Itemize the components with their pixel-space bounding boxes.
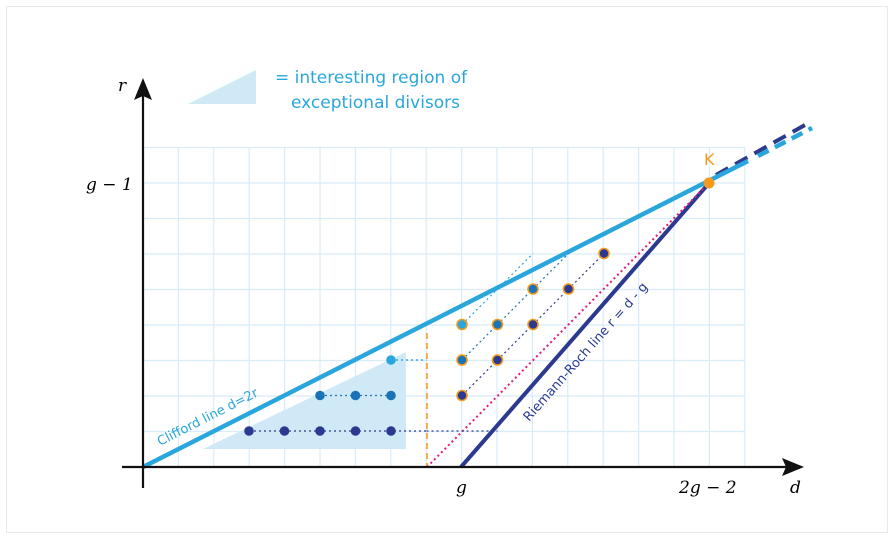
divisor-dot [315, 426, 325, 436]
x-axis-label: d [790, 478, 801, 498]
divisor-dot-outlined [491, 354, 504, 366]
point-k [703, 177, 715, 189]
riemann-roch-line-extension [715, 123, 806, 177]
divisor-dot [279, 426, 290, 436]
divisor-dot [244, 426, 254, 436]
riemann-roch-line [459, 180, 712, 469]
y-axis-arrowhead [134, 78, 152, 100]
exceptional-region [203, 352, 406, 449]
divisor-dot-outlined [562, 283, 575, 295]
y-tick-g-1: g − 1 [86, 175, 133, 195]
divisor-dot [386, 426, 396, 436]
divisor-dot-outlined [527, 283, 539, 295]
divisor-dot-outlined [456, 318, 468, 331]
dot-connector [461, 253, 534, 325]
divisor-dot [315, 390, 325, 401]
legend-text-line1: = interesting region of [275, 68, 468, 88]
legend-text-line2: exceptional divisors [291, 93, 460, 113]
legend-swatch [188, 70, 256, 104]
divisor-dot-outlined [456, 389, 468, 402]
divisor-dot-outlined [491, 318, 504, 331]
divisor-dot [350, 390, 361, 401]
divisor-dot-outlined [456, 354, 468, 366]
figure-frame [6, 6, 888, 533]
y-axis-label: r [118, 76, 127, 96]
divisor-dot-outlined [527, 318, 539, 331]
dot-connector [461, 253, 569, 361]
x-tick-2g-2: 2g − 2 [678, 478, 737, 498]
divisor-dot [350, 426, 361, 436]
x-axis-arrowhead [782, 458, 804, 476]
divisor-dot [386, 355, 396, 365]
divisor-dot-outlined [598, 247, 610, 260]
divisor-dots [244, 247, 610, 436]
divisor-dot [386, 390, 396, 401]
clifford-line [141, 158, 750, 470]
point-k-label: K [704, 150, 715, 169]
magenta-dotted-line [426, 184, 708, 468]
clifford-line-extension [756, 126, 814, 158]
x-tick-g: g [456, 478, 467, 498]
